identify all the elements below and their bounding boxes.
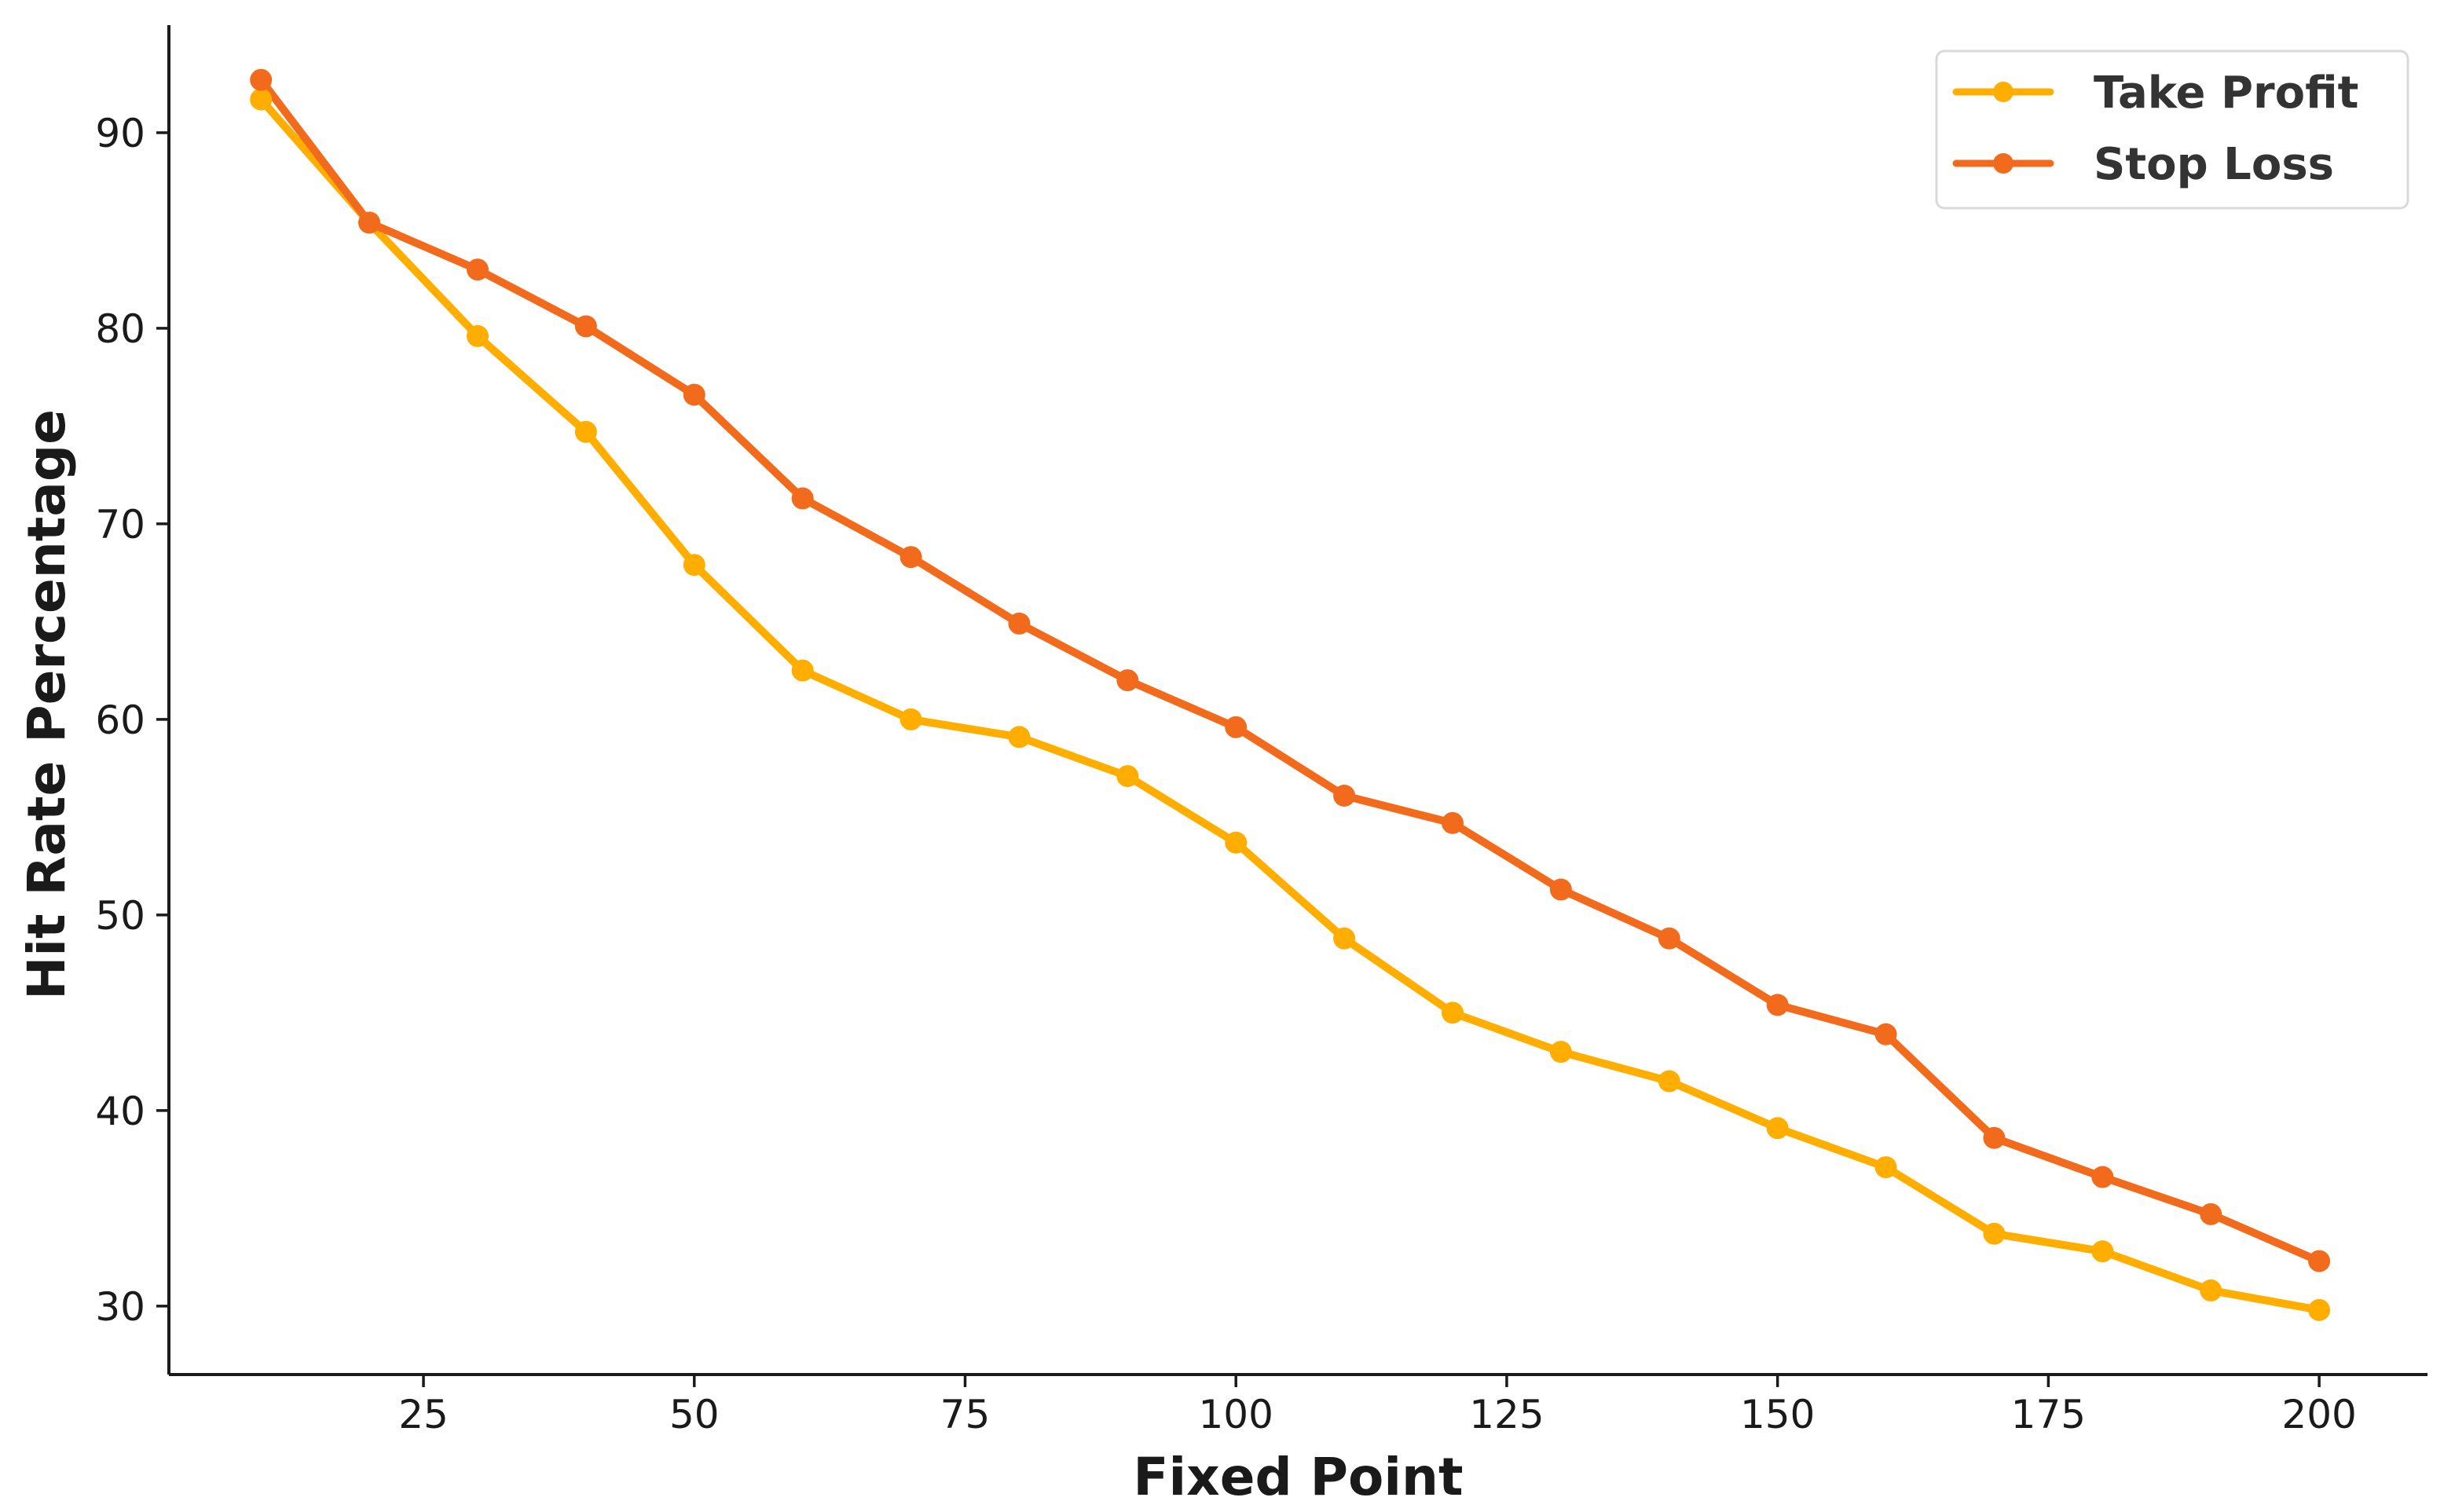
y-tick-label: 80 <box>95 306 145 352</box>
y-tick-label: 50 <box>95 893 145 939</box>
data-point-take-profit <box>1225 831 1248 854</box>
x-tick-label: 75 <box>940 1392 991 1437</box>
data-point-take-profit <box>2200 1279 2222 1301</box>
x-tick-label: 50 <box>669 1392 720 1437</box>
data-point-take-profit <box>1874 1156 1897 1179</box>
data-point-take-profit <box>1549 1041 1572 1064</box>
data-point-take-profit <box>1658 1070 1680 1093</box>
y-tick-label: 40 <box>95 1089 145 1134</box>
data-point-stop-loss <box>2200 1203 2222 1225</box>
data-point-stop-loss <box>1008 612 1031 635</box>
legend-box <box>1935 49 2409 210</box>
data-point-take-profit <box>250 88 273 111</box>
data-point-take-profit <box>791 659 814 682</box>
data-point-take-profit <box>1116 765 1139 788</box>
data-point-stop-loss <box>1549 878 1572 901</box>
data-point-stop-loss <box>1874 1023 1897 1045</box>
data-point-stop-loss <box>683 383 705 406</box>
legend-label-take-profit: Take Profit <box>2094 68 2358 119</box>
data-point-stop-loss <box>574 315 597 338</box>
x-tick-label: 25 <box>398 1392 449 1437</box>
y-tick-label: 30 <box>95 1284 145 1330</box>
x-axis-title: Fixed Point <box>1133 1447 1463 1507</box>
data-point-stop-loss <box>1983 1126 2006 1149</box>
data-point-take-profit <box>2091 1240 2114 1263</box>
data-point-stop-loss <box>1766 994 1789 1016</box>
data-point-stop-loss <box>791 487 814 510</box>
data-point-take-profit <box>1333 927 1356 950</box>
legend-label-stop-loss: Stop Loss <box>2094 139 2334 190</box>
series-points <box>250 68 2331 1321</box>
y-axis-title: Hit Rate Percentage <box>16 409 77 1000</box>
legend-marker-take-profit <box>1993 82 2013 102</box>
data-point-stop-loss <box>1658 927 1680 950</box>
data-point-take-profit <box>466 324 489 347</box>
x-tick-label: 150 <box>1740 1392 1815 1437</box>
legend-entry-stop-loss: Stop Loss <box>1952 139 2334 190</box>
data-point-stop-loss <box>358 211 381 234</box>
x-tick-label: 175 <box>2011 1392 2086 1437</box>
axes <box>167 25 2428 1376</box>
data-point-stop-loss <box>466 258 489 281</box>
data-point-take-profit <box>683 554 705 577</box>
series-lines <box>257 75 2324 1314</box>
data-point-stop-loss <box>1116 669 1139 692</box>
data-point-stop-loss <box>1225 716 1248 738</box>
legend-marker-stop-loss <box>1993 153 2013 174</box>
data-point-stop-loss <box>900 546 922 569</box>
data-point-take-profit <box>1441 1001 1464 1024</box>
data-point-stop-loss <box>250 68 273 91</box>
data-point-take-profit <box>2308 1298 2331 1321</box>
data-point-stop-loss <box>1441 811 1464 834</box>
y-ticks: 30 40 50 60 70 80 90 <box>95 111 169 1330</box>
data-point-take-profit <box>574 420 597 443</box>
data-point-stop-loss <box>2308 1250 2331 1272</box>
y-tick-label: 60 <box>95 697 145 743</box>
y-tick-label: 70 <box>95 502 145 547</box>
series-line-stop-loss <box>257 75 2324 1265</box>
x-tick-label: 100 <box>1198 1392 1273 1437</box>
x-tick-label: 125 <box>1469 1392 1544 1437</box>
data-point-take-profit <box>1008 726 1031 749</box>
legend-entry-take-profit: Take Profit <box>1952 68 2358 119</box>
x-tick-label: 200 <box>2281 1392 2356 1437</box>
x-ticks: 25 50 75 100 125 150 175 200 <box>398 1375 2357 1437</box>
data-point-take-profit <box>1766 1117 1789 1140</box>
data-point-stop-loss <box>2091 1166 2114 1188</box>
y-tick-label: 90 <box>95 111 145 156</box>
data-point-take-profit <box>900 708 922 730</box>
legend: Take Profit Stop Loss <box>1935 49 2409 210</box>
series-line-take-profit <box>257 95 2324 1314</box>
data-point-stop-loss <box>1333 785 1356 807</box>
data-point-take-profit <box>1983 1222 2006 1245</box>
